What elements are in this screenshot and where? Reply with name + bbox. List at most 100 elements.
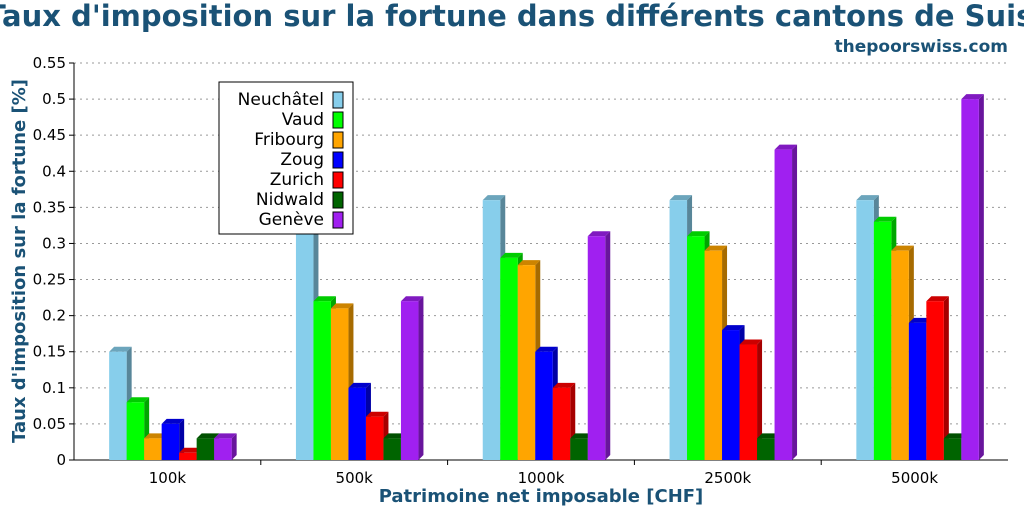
- bar-top: [126, 397, 150, 403]
- chart-title: Taux d'imposition sur la fortune dans di…: [0, 0, 1024, 33]
- bar: [179, 452, 197, 460]
- bar-top: [739, 339, 763, 345]
- bar-top: [330, 303, 354, 309]
- bar-top: [757, 433, 780, 439]
- x-tick-label: 5000k: [891, 469, 938, 487]
- bar: [517, 265, 536, 460]
- bar-side: [418, 296, 424, 460]
- bar-side: [943, 296, 949, 460]
- bar: [943, 438, 962, 460]
- legend-label: Zurich: [270, 170, 324, 190]
- legend-swatch: [332, 171, 344, 189]
- bar-top: [348, 382, 371, 388]
- x-axis-title: Patrimoine net imposable [CHF]: [379, 486, 704, 507]
- bar-top: [196, 433, 220, 439]
- x-tick-label: 2500k: [704, 469, 751, 487]
- bar-top: [926, 296, 949, 302]
- bar: [739, 344, 758, 460]
- legend-swatch: [332, 191, 344, 209]
- bar: [313, 301, 331, 460]
- bar: [365, 416, 384, 460]
- legend-swatch: [332, 111, 344, 129]
- legend-label: Nidwald: [256, 190, 324, 210]
- y-tick-label: 0.05: [33, 415, 66, 433]
- bar-top: [552, 382, 576, 388]
- bar: [570, 438, 588, 460]
- bar-top: [943, 433, 967, 439]
- bar: [891, 250, 909, 460]
- bar-side: [605, 231, 611, 460]
- legend-box: [218, 81, 354, 235]
- legend-label: Zoug: [280, 150, 324, 170]
- x-tick-label: 100k: [149, 469, 187, 487]
- bar-side: [978, 94, 984, 460]
- bar-top: [669, 195, 693, 201]
- bar: [669, 200, 688, 461]
- bar: [109, 351, 127, 460]
- bar-top: [535, 346, 558, 352]
- bar: [961, 99, 979, 460]
- legend-label: Fribourg: [254, 130, 324, 150]
- legend-label: Vaud: [282, 110, 324, 130]
- y-tick-label: 0.2: [42, 307, 66, 325]
- bar-top: [722, 325, 745, 331]
- bar-top: [383, 433, 406, 439]
- y-tick-label: 0.4: [42, 162, 66, 180]
- bar: [126, 402, 145, 460]
- bar: [535, 351, 553, 460]
- bar-top: [179, 447, 202, 453]
- bar-top: [961, 94, 984, 100]
- bar-top: [570, 433, 593, 439]
- bar: [383, 438, 401, 460]
- bar-side: [792, 144, 798, 461]
- chart-source: thepoorswiss.com: [835, 37, 1009, 57]
- bar-top: [517, 260, 541, 266]
- y-tick-label: 0.25: [33, 271, 66, 289]
- bar-top: [144, 433, 167, 439]
- plot-area: 0 0.05 0.1 0.15 0.2 0.25 0.3 0.35 0.4 0.45 0.5 0.55…: [33, 54, 1008, 487]
- bar-top: [161, 418, 185, 424]
- y-tick-label: 0.3: [42, 234, 66, 252]
- bar-top: [482, 195, 506, 201]
- bar-top: [891, 245, 914, 251]
- bar-top: [400, 296, 424, 302]
- legend-swatch: [332, 151, 344, 169]
- y-tick-label: 0.15: [33, 343, 66, 361]
- bar: [757, 438, 775, 460]
- bar-top: [313, 296, 336, 302]
- bar-top: [908, 317, 932, 323]
- bar-side: [757, 339, 763, 460]
- bar: [295, 200, 314, 461]
- legend-label: Neuchâtel: [238, 90, 324, 110]
- bar: [196, 438, 215, 460]
- bar-top: [109, 346, 132, 352]
- bar-top: [365, 411, 389, 417]
- y-tick-label: 0.35: [33, 198, 66, 216]
- y-tick-label: 0.55: [33, 54, 66, 72]
- bar-top: [774, 144, 798, 150]
- y-tick-label: 0: [56, 451, 66, 469]
- bar: [482, 200, 501, 461]
- bar-top: [214, 433, 237, 439]
- bar: [722, 330, 740, 460]
- x-tick-label: 500k: [336, 469, 374, 487]
- bar: [330, 308, 349, 460]
- bar: [400, 301, 419, 460]
- bar: [348, 387, 366, 460]
- bar: [856, 200, 874, 461]
- bar-top: [687, 231, 710, 237]
- bar: [873, 221, 892, 460]
- bar: [908, 322, 927, 460]
- bar: [214, 438, 232, 460]
- legend-swatch: [332, 211, 344, 229]
- bar-top: [856, 195, 879, 201]
- bar: [552, 387, 571, 460]
- bar: [687, 236, 705, 460]
- bar: [144, 438, 162, 460]
- bar-top: [873, 216, 897, 222]
- bar-top: [500, 252, 523, 258]
- bar: [500, 257, 518, 460]
- bar: [774, 149, 793, 461]
- bar-side: [231, 433, 237, 460]
